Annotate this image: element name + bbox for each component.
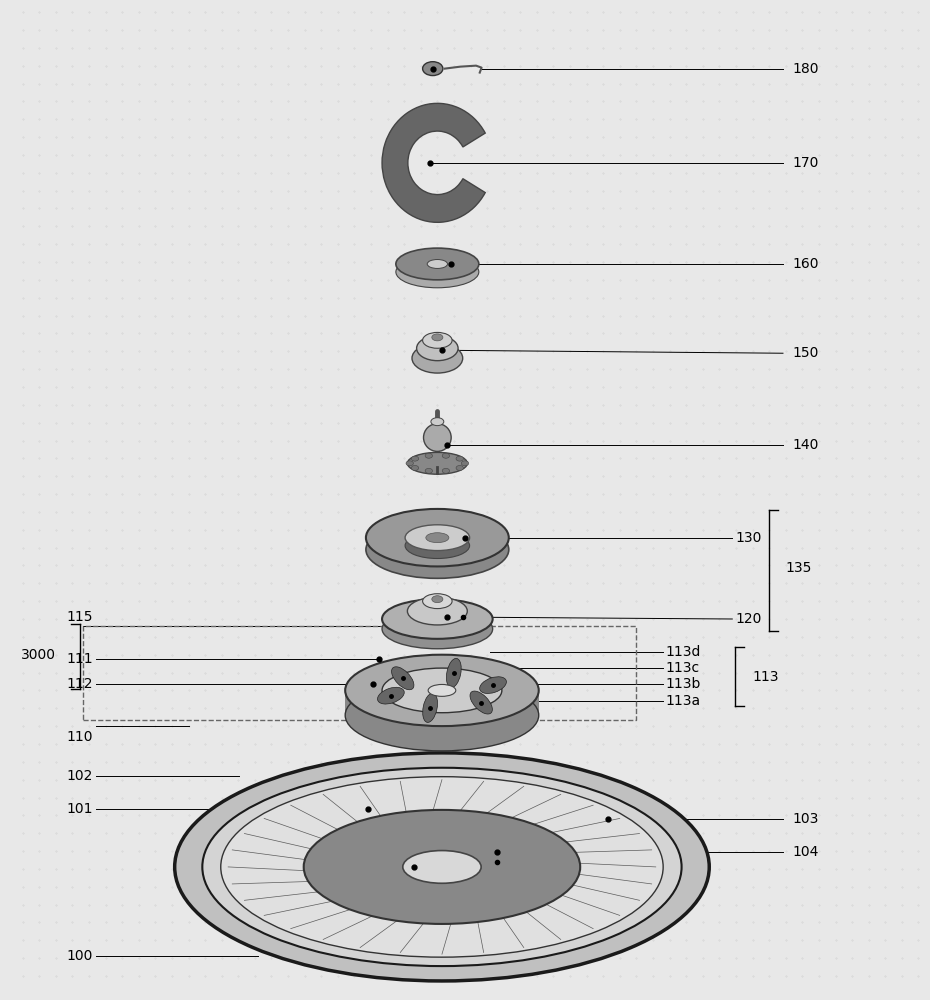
Text: 150: 150 [792, 346, 818, 360]
Ellipse shape [382, 668, 502, 713]
Ellipse shape [378, 687, 405, 704]
Ellipse shape [456, 465, 463, 470]
Text: 112: 112 [67, 677, 93, 691]
Text: 115: 115 [67, 610, 93, 624]
Text: 103: 103 [792, 812, 818, 826]
Ellipse shape [431, 418, 444, 426]
Bar [83, 626, 635, 720]
Text: 170: 170 [792, 156, 818, 170]
Ellipse shape [432, 596, 443, 603]
Ellipse shape [175, 753, 710, 981]
Ellipse shape [427, 260, 447, 268]
Ellipse shape [428, 684, 456, 696]
Ellipse shape [456, 456, 463, 461]
Ellipse shape [425, 468, 432, 473]
Ellipse shape [406, 461, 414, 466]
Text: 113d: 113d [666, 645, 701, 659]
Text: 113a: 113a [666, 694, 701, 708]
Ellipse shape [345, 655, 538, 726]
Ellipse shape [345, 679, 538, 751]
Ellipse shape [405, 533, 470, 559]
Text: 101: 101 [67, 802, 93, 816]
Ellipse shape [407, 597, 467, 625]
Ellipse shape [432, 334, 443, 341]
Ellipse shape [396, 256, 479, 288]
Text: 140: 140 [792, 438, 818, 452]
Ellipse shape [417, 336, 458, 361]
Ellipse shape [365, 509, 509, 566]
Ellipse shape [382, 609, 493, 649]
Text: 135: 135 [786, 561, 812, 575]
Bar [345, 690, 538, 715]
Ellipse shape [470, 691, 492, 714]
Wedge shape [382, 103, 485, 222]
Text: 100: 100 [67, 949, 93, 963]
Text: 180: 180 [792, 62, 818, 76]
Ellipse shape [442, 468, 449, 473]
Ellipse shape [403, 851, 481, 883]
Text: 113c: 113c [666, 661, 700, 675]
Ellipse shape [365, 521, 509, 578]
Text: 113: 113 [752, 670, 779, 684]
Ellipse shape [423, 424, 451, 451]
Ellipse shape [442, 453, 449, 458]
Text: 110: 110 [67, 730, 93, 744]
Ellipse shape [422, 332, 452, 348]
Ellipse shape [411, 465, 418, 470]
Text: 3000: 3000 [20, 648, 56, 662]
Ellipse shape [396, 248, 479, 280]
Text: 113b: 113b [666, 677, 701, 691]
Ellipse shape [425, 453, 432, 458]
Ellipse shape [480, 677, 507, 693]
Text: 130: 130 [735, 531, 762, 545]
Ellipse shape [382, 599, 493, 639]
Ellipse shape [422, 594, 452, 609]
Ellipse shape [203, 768, 682, 966]
Text: 104: 104 [792, 845, 818, 859]
Text: 160: 160 [792, 257, 818, 271]
Ellipse shape [423, 693, 437, 722]
Ellipse shape [422, 62, 443, 76]
Ellipse shape [446, 658, 461, 688]
Ellipse shape [426, 533, 449, 543]
Text: 102: 102 [67, 769, 93, 783]
Ellipse shape [412, 343, 463, 373]
Ellipse shape [304, 810, 580, 924]
Text: 111: 111 [67, 652, 94, 666]
Ellipse shape [461, 461, 469, 466]
Ellipse shape [411, 456, 418, 461]
Ellipse shape [220, 777, 663, 957]
Ellipse shape [392, 667, 414, 690]
Text: 120: 120 [735, 612, 762, 626]
Ellipse shape [407, 452, 467, 474]
Ellipse shape [405, 525, 470, 551]
